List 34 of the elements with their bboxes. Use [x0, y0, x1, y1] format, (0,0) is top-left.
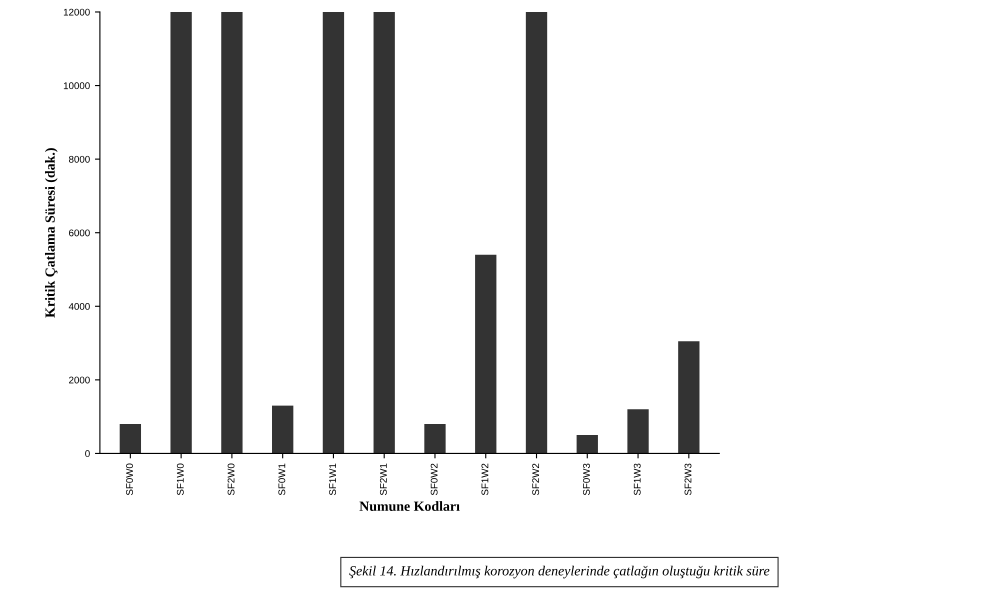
bar [576, 435, 598, 454]
x-tick-label: SF0W2 [430, 464, 438, 496]
bar [627, 409, 649, 454]
x-tick-label: SF2W2 [532, 464, 540, 496]
x-tick-label: SF0W0 [126, 464, 133, 496]
x-tick-label: SF1W0 [176, 464, 184, 496]
bar [221, 12, 243, 454]
bar [475, 254, 496, 454]
bar [526, 12, 548, 454]
bar [272, 406, 294, 454]
y-tick-label: 0 [85, 450, 90, 458]
bar [678, 341, 700, 454]
y-tick-label: 12000 [64, 8, 90, 16]
y-tick-label: 4000 [68, 303, 90, 310]
y-tick-label: 8000 [68, 156, 90, 163]
x-tick-label: SF1W1 [329, 464, 336, 496]
bar [170, 12, 192, 454]
x-tick-label: SF2W1 [380, 464, 387, 496]
x-tick-label: SF2W3 [684, 464, 692, 496]
x-tick-label: SF2W0 [228, 464, 235, 496]
bar [374, 12, 395, 454]
y-tick-label: 6000 [69, 229, 90, 236]
text: Şekil 14. Hızlandırılmış korozyon deneylerinde çatlağın oluştuğu kritik süre [349, 566, 770, 578]
x-tick-label: SF0W3 [583, 464, 590, 496]
x-tick-label: SF1W2 [481, 464, 488, 496]
y-tick-label: 2000 [69, 376, 90, 384]
y-axis-title: Kritik Çatlama Süresi (dak.) [44, 148, 58, 318]
bar [120, 424, 142, 454]
y-tick-label: 10000 [64, 82, 90, 90]
x-tick-label: SF1W3 [634, 464, 641, 496]
x-tick-label: SF0W1 [278, 464, 286, 496]
bar [322, 12, 344, 454]
bar [424, 424, 446, 454]
x-axis-title: Numune Kodları [360, 501, 460, 511]
